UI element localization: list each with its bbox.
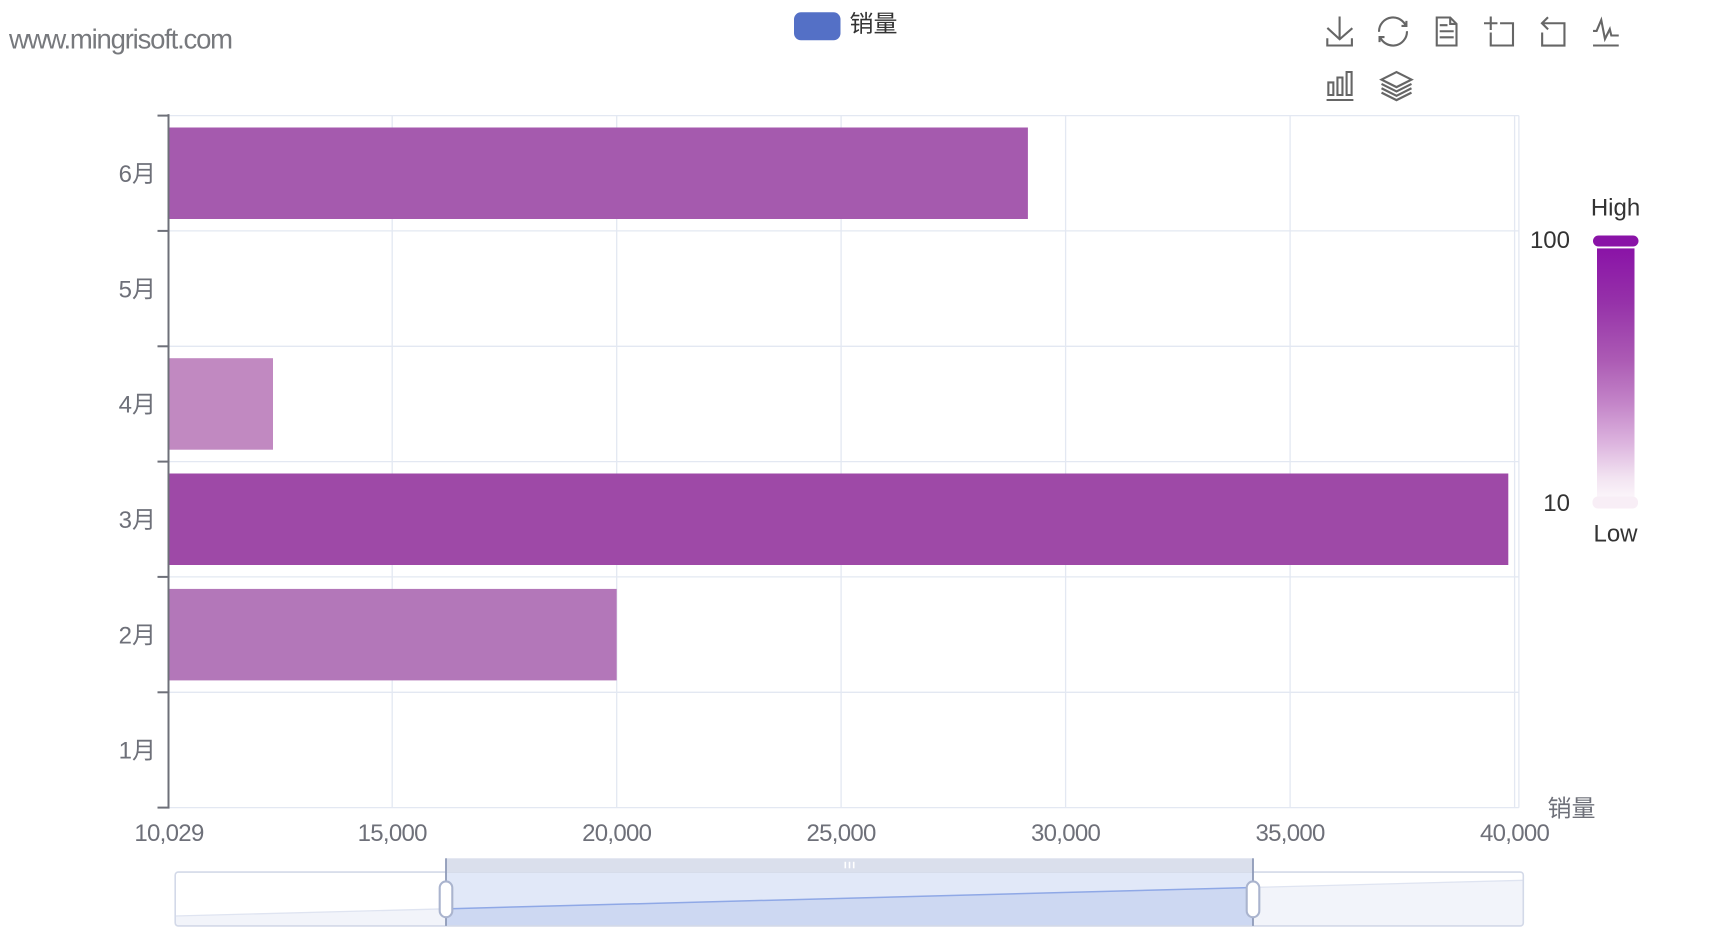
- svg-text:1: 1: [119, 738, 132, 765]
- svg-text:5: 5: [119, 276, 132, 303]
- svg-text:www.mingrisoft.com: www.mingrisoft.com: [8, 23, 232, 54]
- svg-text:3: 3: [119, 507, 132, 534]
- svg-text:2: 2: [119, 622, 132, 649]
- svg-text:10,029: 10,029: [134, 820, 204, 847]
- svg-text:10: 10: [1543, 490, 1570, 517]
- svg-text:25,000: 25,000: [806, 820, 876, 847]
- svg-text:6: 6: [119, 161, 132, 188]
- svg-text:100: 100: [1530, 227, 1570, 254]
- svg-text:35,000: 35,000: [1255, 820, 1325, 847]
- svg-text:20,000: 20,000: [582, 820, 652, 847]
- svg-text:Low: Low: [1593, 521, 1638, 548]
- svg-text:High: High: [1591, 195, 1640, 222]
- svg-text:4: 4: [119, 392, 132, 419]
- svg-text:30,000: 30,000: [1031, 820, 1101, 847]
- svg-text:15,000: 15,000: [358, 820, 428, 847]
- svg-text:40,000: 40,000: [1480, 820, 1550, 847]
